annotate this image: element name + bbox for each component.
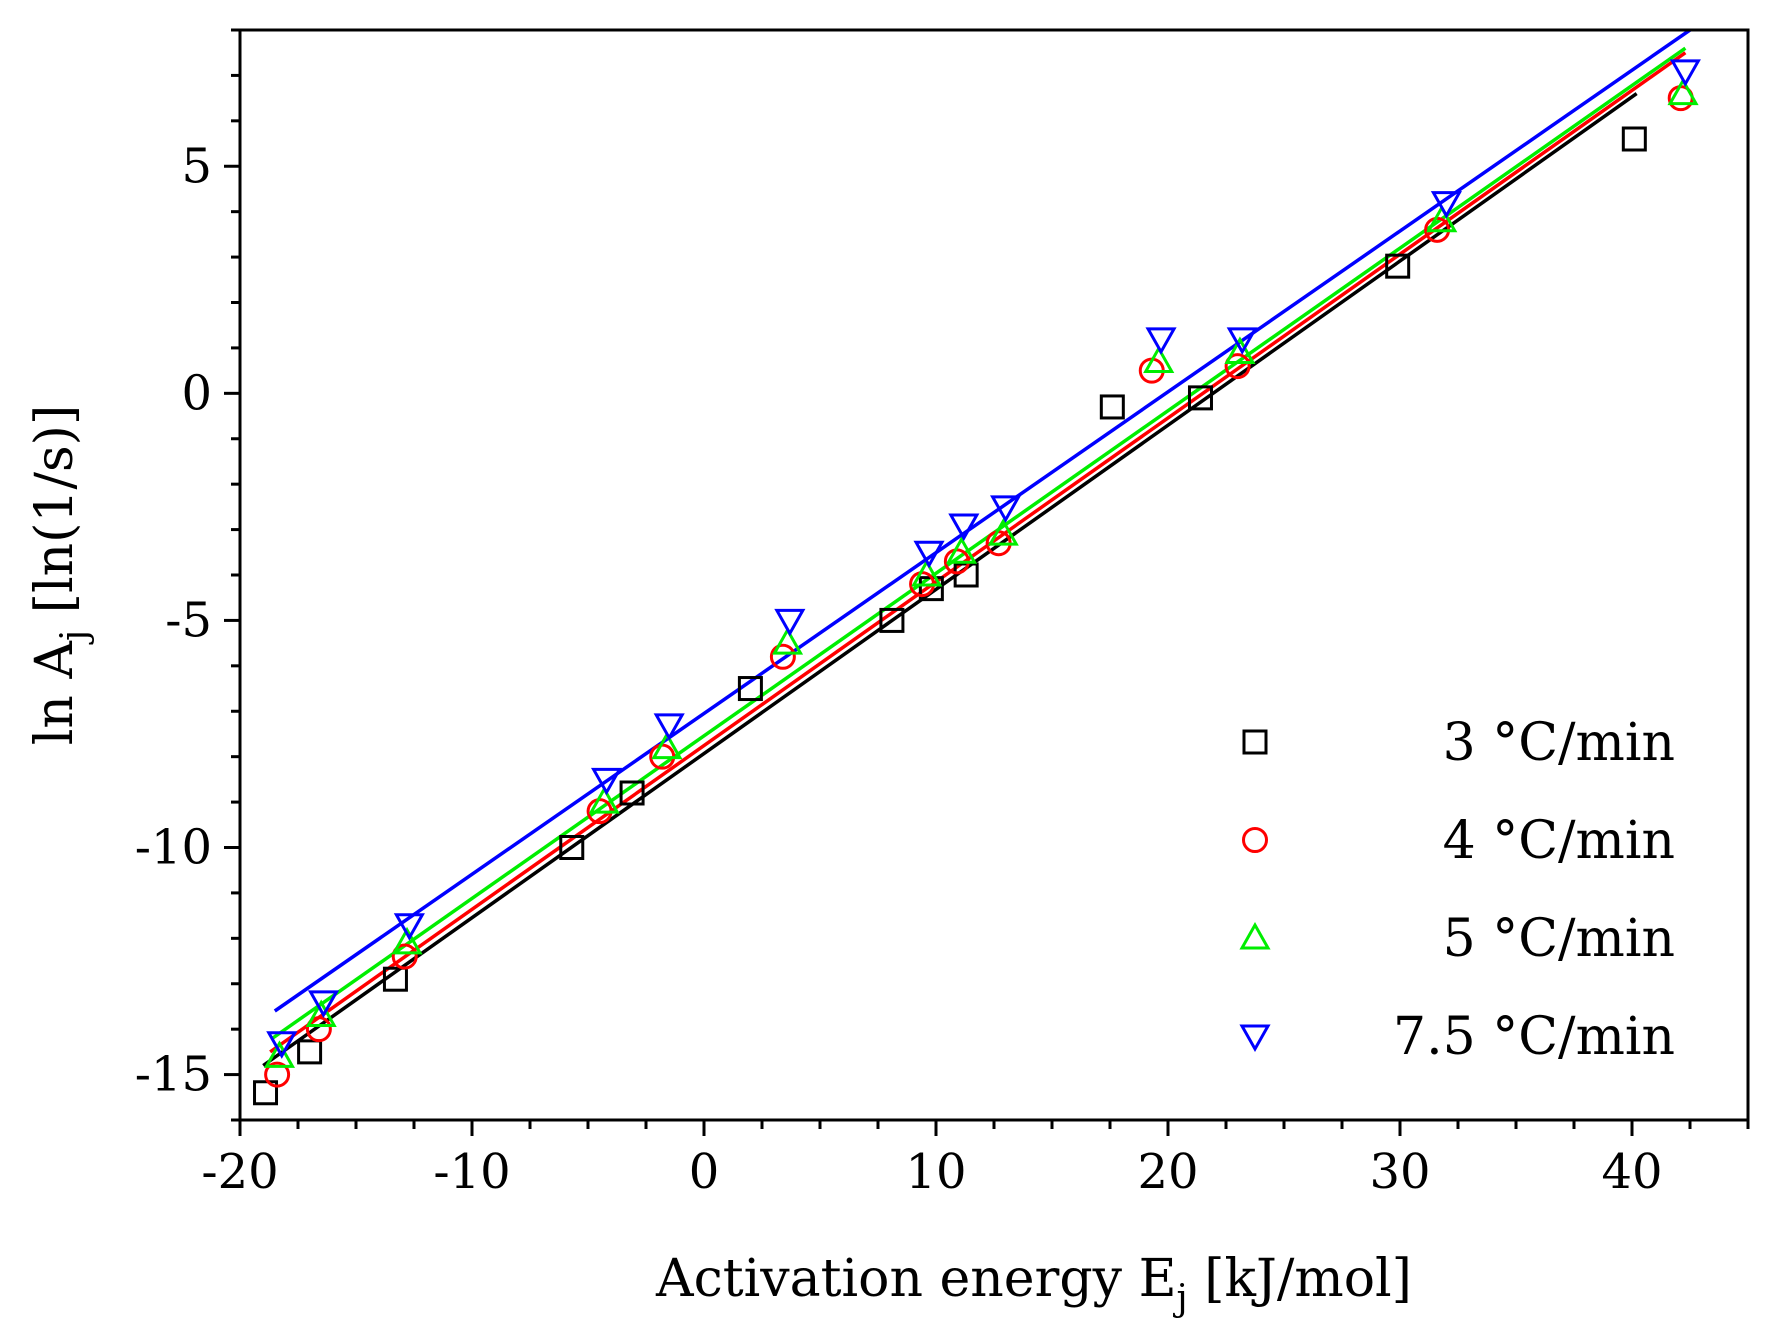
- data-point: [653, 713, 685, 741]
- legend-label: 3 °C/min: [1443, 713, 1675, 773]
- data-point: [305, 999, 337, 1028]
- data-point: [253, 1080, 279, 1106]
- legend-entry: 7.5 °C/min: [1239, 1007, 1675, 1067]
- legend-label: 5 °C/min: [1443, 909, 1675, 969]
- x-tick-label: -10: [433, 1144, 510, 1200]
- axes: -20 -10 0 10 20 30 40 -15 -10 -5 0 5 Activation ener…: [25, 28, 1750, 1319]
- data-point: [264, 1061, 291, 1088]
- data-point: [263, 1040, 296, 1068]
- data-point: [588, 786, 620, 814]
- y-tick-label: 0: [181, 365, 212, 421]
- data-point: [879, 607, 905, 633]
- data-point: [769, 643, 796, 670]
- x-axis-label: Activation energy Ej [kJ/mol]: [655, 1249, 1412, 1319]
- legend-label: 4 °C/min: [1443, 811, 1675, 871]
- legend-label: 7.5 °C/min: [1393, 1007, 1675, 1067]
- series-1-points: [253, 126, 1647, 1106]
- data-point: [913, 540, 945, 569]
- data-point: [391, 926, 423, 955]
- y-tick-label: -10: [135, 820, 212, 876]
- legend-entry: 4 °C/min: [1242, 811, 1675, 871]
- data-point: [1224, 336, 1256, 364]
- data-point: [651, 731, 683, 760]
- data-point: [953, 562, 979, 588]
- data-point: [297, 1039, 323, 1065]
- series-3-points: [263, 77, 1699, 1068]
- data-point: [990, 495, 1022, 523]
- data-point: [774, 608, 806, 637]
- data-point: [1224, 353, 1251, 380]
- data-point: [305, 1016, 332, 1043]
- data-point: [559, 835, 585, 860]
- data-point: [1426, 204, 1458, 233]
- legend-entry: 5 °C/min: [1239, 909, 1675, 969]
- y-axis-label: ln Aj [ln(1/s)]: [25, 405, 95, 745]
- data-point: [1385, 253, 1411, 279]
- data-point: [393, 913, 425, 941]
- legend: 3 °C/min 4 °C/min 5 °C/min 7.5 °C/min: [1239, 713, 1675, 1067]
- data-point: [1621, 126, 1647, 152]
- data-point: [987, 518, 1019, 546]
- x-tick-label: 40: [1601, 1144, 1662, 1200]
- data-point: [382, 966, 408, 992]
- x-tick-label: 0: [689, 1144, 720, 1200]
- data-point: [1669, 59, 1701, 87]
- data-markers: [253, 59, 1701, 1106]
- data-point: [1667, 77, 1699, 106]
- data-point: [266, 1031, 298, 1059]
- series-4-points: [266, 59, 1701, 1059]
- legend-marker: [1239, 1024, 1271, 1053]
- data-point: [771, 627, 804, 655]
- fit-line-series-3: [271, 46, 1687, 1040]
- data-point: [737, 676, 763, 702]
- data-point: [1187, 385, 1213, 411]
- x-tick-label: 30: [1369, 1144, 1430, 1200]
- x-tick-label: 10: [905, 1144, 966, 1200]
- data-point: [948, 513, 980, 542]
- data-point: [945, 536, 978, 564]
- x-tick-label: -20: [201, 1144, 278, 1200]
- data-point: [590, 767, 623, 796]
- y-tick-label: 5: [181, 138, 212, 194]
- y-tick-label: -5: [165, 592, 212, 648]
- legend-entry: 3 °C/min: [1242, 713, 1675, 773]
- x-tick-label: 20: [1137, 1144, 1198, 1200]
- legend-marker: [1242, 729, 1268, 755]
- data-point: [307, 990, 340, 1018]
- data-point: [619, 780, 645, 806]
- legend-marker: [1239, 921, 1271, 950]
- legend-marker: [1242, 827, 1268, 853]
- data-point: [1430, 191, 1462, 219]
- data-point: [1226, 327, 1258, 355]
- data-point: [1145, 327, 1177, 355]
- data-point: [1099, 394, 1125, 420]
- data-point: [911, 558, 943, 587]
- data-point: [391, 943, 418, 970]
- data-point: [1143, 345, 1175, 374]
- y-tick-label: -15: [135, 1047, 212, 1103]
